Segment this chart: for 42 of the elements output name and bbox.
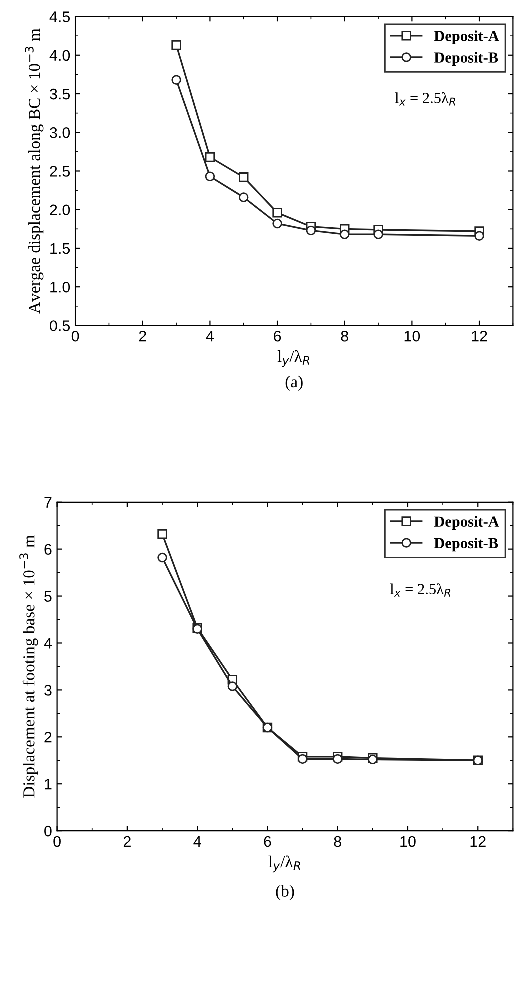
x-tick-label: 12 — [472, 330, 488, 342]
x-tick-label: 2 — [139, 330, 146, 342]
y-tick-label: 4.0 — [50, 50, 70, 62]
y-tick-label: 4 — [44, 638, 52, 649]
y-tick-label: 6 — [44, 544, 52, 556]
y-tick-label: 1 — [45, 779, 52, 790]
y-tick-label: 3 — [44, 685, 52, 696]
y-axis-title: Avergae displacement along BC × 10$^{−3}$ m — [25, 28, 44, 314]
x-tick-label: 10 — [400, 836, 416, 848]
x-tick-label: 12 — [470, 836, 486, 847]
x-tick-label: 8 — [334, 836, 342, 848]
legend-label: Deposit-A — [434, 516, 500, 530]
x-axis-title: l$_{y}$/λ$_{R}$ — [278, 350, 310, 368]
x-tick-label: 10 — [404, 330, 420, 342]
y-tick-label: 7 — [44, 497, 52, 508]
x-tick-label: 4 — [194, 836, 202, 847]
legend-label: Deposit-A — [434, 30, 500, 44]
text: (b) — [276, 885, 294, 900]
annotation: l$_{x}$ = 2.5λ$_{R}$ — [395, 92, 456, 106]
y-tick-label: 2.5 — [50, 166, 70, 177]
x-tick-label: 6 — [274, 330, 282, 342]
y-tick-label: 3.5 — [50, 88, 70, 100]
x-tick-label: 0 — [72, 330, 80, 342]
legend-label: Deposit-B — [434, 52, 498, 66]
y-tick-label: 0 — [44, 826, 52, 837]
annotation: l$_{x}$ = 2.5λ$_{R}$ — [390, 584, 451, 597]
y-tick-label: 4.5 — [50, 12, 70, 22]
legend-label: Deposit-B — [434, 538, 498, 552]
x-tick-label: 2 — [124, 836, 131, 847]
x-tick-label: 8 — [341, 330, 348, 342]
y-tick-label: 5 — [44, 591, 52, 602]
y-tick-label: 1.0 — [50, 282, 70, 293]
x-tick-label: 6 — [264, 836, 272, 848]
x-axis-title: l$_{y}$/λ$_{R}$ — [268, 856, 300, 873]
y-tick-label: 3.0 — [50, 127, 70, 138]
y-tick-label: 2 — [44, 732, 52, 743]
y-axis-title: Displacement at footing base × 10$^{−3}$ m — [20, 535, 38, 798]
x-tick-label: 4 — [206, 331, 214, 342]
y-tick-label: 1.5 — [50, 244, 70, 254]
text: (a) — [286, 376, 303, 392]
y-tick-label: 2.0 — [50, 204, 70, 216]
y-tick-label: 0.5 — [50, 320, 70, 332]
